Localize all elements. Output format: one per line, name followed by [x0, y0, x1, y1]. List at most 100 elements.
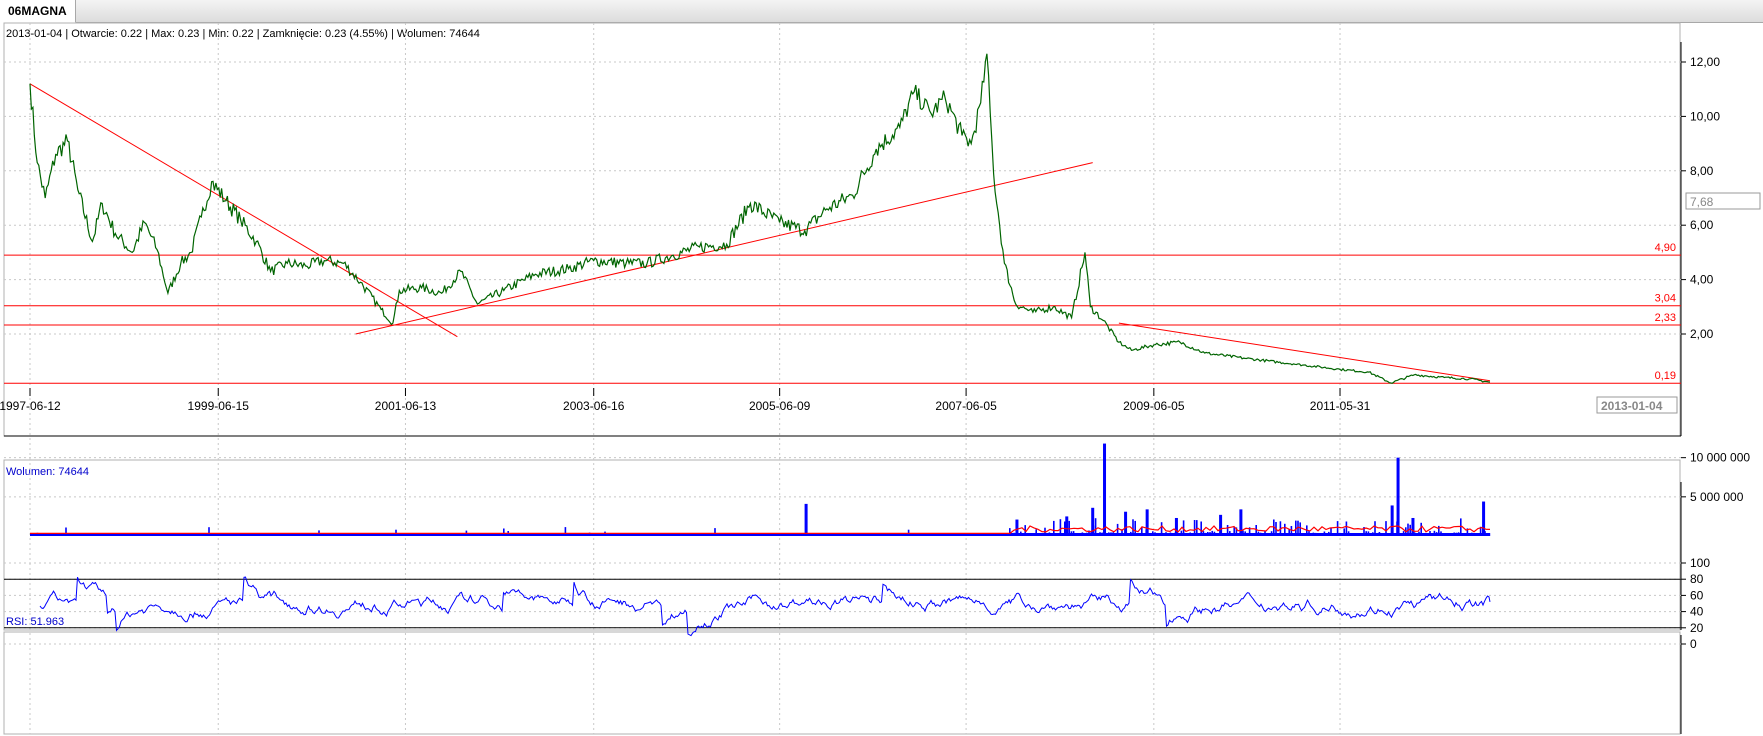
volume-bar [256, 534, 259, 536]
volume-bar [109, 534, 111, 536]
volume-bar [1321, 533, 1323, 536]
date-marker-box [1596, 396, 1678, 414]
ohlc-info-line: 2013-01-04 | Otwarcie: 0.22 | Max: 0.23 … [6, 28, 480, 40]
volume-bar [621, 534, 624, 536]
y-tick-label: 12,00 [1690, 55, 1720, 69]
volume-bar [1385, 521, 1387, 536]
y-tick-label: 10,00 [1690, 109, 1720, 123]
volume-bar [1402, 531, 1405, 536]
y-tick-label: 8,00 [1690, 164, 1714, 178]
volume-bar [1130, 531, 1132, 536]
volume-bar [1020, 531, 1022, 536]
volume-bar [80, 534, 83, 536]
volume-bar [1255, 525, 1257, 536]
volume-bar [1163, 533, 1165, 536]
volume-bar [1444, 533, 1447, 536]
volume-bar [498, 534, 501, 536]
volume-bar [353, 534, 355, 536]
volume-bar [1369, 533, 1372, 536]
volume-bar [1235, 527, 1238, 536]
volume-bar [564, 527, 567, 536]
volume-bar [811, 534, 813, 536]
volume-bar [877, 534, 879, 536]
volume-bar [500, 534, 503, 536]
volume-spike-bar [1145, 509, 1149, 536]
volume-bar [1365, 531, 1367, 536]
volume-spike-bar [1390, 505, 1394, 536]
volume-bar [945, 534, 947, 536]
volume-bar [577, 534, 580, 536]
volume-bar [1039, 534, 1042, 536]
volume-bar [399, 534, 402, 536]
volume-y-tick-label: 5 000 000 [1690, 490, 1744, 504]
x-tick-label: 2007-06-05 [935, 399, 997, 413]
volume-bar [1009, 528, 1011, 536]
volume-bar [1189, 532, 1191, 536]
volume-bar [683, 534, 685, 536]
volume-bar [782, 534, 784, 536]
volume-bar [426, 534, 428, 536]
volume-bar [1251, 534, 1253, 536]
volume-bar [188, 534, 190, 536]
volume-bar [1226, 525, 1229, 536]
x-tick-label: 1999-06-15 [188, 399, 250, 413]
rsi-panel-label: RSI: 51.963 [6, 616, 65, 628]
volume-bar [672, 534, 674, 536]
volume-bar [439, 534, 441, 536]
stock-chart[interactable]: 4,903,042,330,19 1997-06-12 1999-06-15 200… [0, 22, 1763, 736]
volume-bar [210, 534, 212, 536]
volume-bar [1013, 532, 1015, 536]
volume-bar [1292, 534, 1295, 536]
volume-bar [901, 534, 903, 536]
volume-bar [826, 534, 828, 536]
support-level-label: 3,04 [1655, 293, 1676, 305]
volume-bar [1053, 520, 1055, 536]
volume-bar [1383, 534, 1385, 536]
volume-bar [1048, 532, 1051, 536]
volume-bar [714, 528, 716, 536]
volume-bar [67, 534, 69, 536]
volume-spike-bar [1239, 509, 1243, 536]
volume-bar [690, 534, 692, 536]
volume-bar [1328, 531, 1330, 536]
volume-bar [692, 534, 694, 536]
volume-bar [1295, 520, 1297, 536]
volume-bar [78, 534, 80, 536]
volume-bar [1037, 534, 1040, 536]
volume-bar [333, 534, 336, 536]
volume-bar [828, 534, 831, 536]
volume-bar [749, 534, 751, 536]
volume-bar [1233, 527, 1235, 536]
volume-bar [1070, 531, 1073, 536]
volume-bar [791, 534, 793, 536]
volume-bar [327, 534, 329, 536]
volume-bar [278, 534, 281, 536]
volume-bar [1061, 533, 1064, 536]
volume-bar [1026, 533, 1029, 536]
volume-bar [1413, 532, 1416, 536]
volume-bar [971, 534, 974, 536]
chart-gridlines [4, 23, 1681, 734]
volume-bar [1358, 534, 1361, 536]
volume-spike-bar [804, 503, 808, 536]
volume-bar [833, 534, 835, 536]
rsi-y-tick-label: 0 [1690, 637, 1697, 651]
volume-bar [593, 534, 595, 536]
volume-bar [1345, 521, 1348, 536]
volume-bar [1110, 532, 1112, 536]
rsi-gridlines [4, 562, 1681, 645]
volume-bar [740, 534, 743, 536]
x-tick-label: 2011-05-31 [1310, 399, 1371, 413]
volume-bar [36, 532, 39, 536]
volume-bar [1488, 533, 1491, 536]
volume-bar [1028, 533, 1031, 536]
volume-bar [417, 534, 419, 536]
volume-bar [243, 534, 245, 536]
volume-bar [892, 534, 894, 536]
rsi-y-axis-tick-labels: 0 20 40 60 80 100 [1681, 556, 1710, 651]
volume-bar [212, 534, 215, 536]
price-marker-value: 7,68 [1690, 195, 1714, 209]
tab-06magna[interactable]: 06MAGNA [0, 0, 76, 23]
x-tick-label: 2001-06-13 [375, 399, 437, 413]
volume-bar [1083, 534, 1086, 536]
